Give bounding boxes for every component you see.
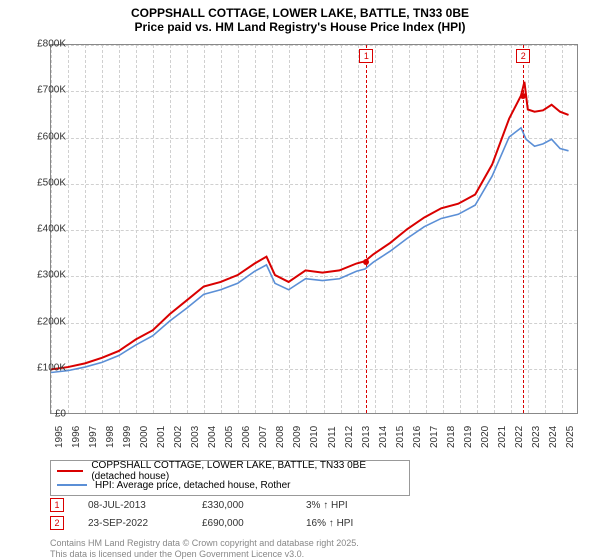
xtick-label: 2009: [292, 426, 303, 448]
series-blue: [51, 128, 569, 373]
sale-index-box: 2: [50, 516, 64, 530]
footer-line-2: This data is licensed under the Open Gov…: [50, 549, 359, 560]
sale-dot: [363, 259, 369, 265]
xtick-label: 2018: [446, 426, 457, 448]
sale-dot: [520, 93, 526, 99]
xtick-label: 2016: [412, 426, 423, 448]
xtick-label: 2003: [190, 426, 201, 448]
sale-delta: 16% ↑ HPI: [306, 518, 353, 529]
ytick-label: £700K: [37, 85, 66, 96]
xtick-label: 2020: [480, 426, 491, 448]
sale-index-box: 1: [50, 498, 64, 512]
sale-row-2: 2 23-SEP-2022 £690,000 16% ↑ HPI: [50, 516, 353, 530]
xtick-label: 2005: [224, 426, 235, 448]
xtick-label: 2010: [309, 426, 320, 448]
sale-date: 23-SEP-2022: [88, 518, 178, 529]
series-red: [51, 82, 569, 370]
xtick-label: 1998: [105, 426, 116, 448]
xtick-label: 2013: [361, 426, 372, 448]
xtick-label: 2002: [173, 426, 184, 448]
legend: COPPSHALL COTTAGE, LOWER LAKE, BATTLE, T…: [50, 460, 410, 496]
xtick-label: 2012: [344, 426, 355, 448]
xtick-label: 1995: [54, 426, 65, 448]
sale-date: 08-JUL-2013: [88, 500, 178, 511]
marker-box-1: 1: [359, 49, 373, 63]
sale-delta: 3% ↑ HPI: [306, 500, 348, 511]
xtick-label: 2025: [565, 426, 576, 448]
title-line-2: Price paid vs. HM Land Registry's House …: [0, 20, 600, 34]
xtick-label: 2001: [156, 426, 167, 448]
ytick-label: £100K: [37, 362, 66, 373]
ytick-label: £800K: [37, 39, 66, 50]
ytick-label: £300K: [37, 270, 66, 281]
xtick-label: 2015: [395, 426, 406, 448]
xtick-label: 2004: [207, 426, 218, 448]
legend-swatch-blue: [57, 484, 87, 486]
ytick-label: £500K: [37, 177, 66, 188]
legend-swatch-red: [57, 470, 83, 472]
marker-box-2: 2: [516, 49, 530, 63]
sale-price: £330,000: [202, 500, 282, 511]
plot-area: 12: [50, 44, 578, 414]
xtick-label: 2022: [514, 426, 525, 448]
xtick-label: 2006: [241, 426, 252, 448]
xtick-label: 2014: [378, 426, 389, 448]
xtick-label: 2017: [429, 426, 440, 448]
ytick-label: £0: [55, 409, 66, 420]
chart-title-block: COPPSHALL COTTAGE, LOWER LAKE, BATTLE, T…: [0, 0, 600, 34]
xtick-label: 2023: [531, 426, 542, 448]
ytick-label: £400K: [37, 224, 66, 235]
xtick-label: 2021: [497, 426, 508, 448]
xtick-label: 2011: [327, 426, 338, 448]
xtick-label: 1996: [71, 426, 82, 448]
xtick-label: 1999: [122, 426, 133, 448]
ytick-label: £600K: [37, 131, 66, 142]
footer: Contains HM Land Registry data © Crown c…: [50, 538, 359, 560]
xtick-label: 1997: [88, 426, 99, 448]
xtick-label: 2007: [258, 426, 269, 448]
xtick-label: 2000: [139, 426, 150, 448]
line-series: [51, 45, 577, 413]
ytick-label: £200K: [37, 316, 66, 327]
sale-price: £690,000: [202, 518, 282, 529]
xtick-label: 2019: [463, 426, 474, 448]
xtick-label: 2008: [275, 426, 286, 448]
xtick-label: 2024: [548, 426, 559, 448]
legend-label-blue: HPI: Average price, detached house, Roth…: [95, 480, 291, 491]
title-line-1: COPPSHALL COTTAGE, LOWER LAKE, BATTLE, T…: [0, 6, 600, 20]
sale-row-1: 1 08-JUL-2013 £330,000 3% ↑ HPI: [50, 498, 348, 512]
footer-line-1: Contains HM Land Registry data © Crown c…: [50, 538, 359, 549]
legend-item-red: COPPSHALL COTTAGE, LOWER LAKE, BATTLE, T…: [57, 464, 403, 478]
